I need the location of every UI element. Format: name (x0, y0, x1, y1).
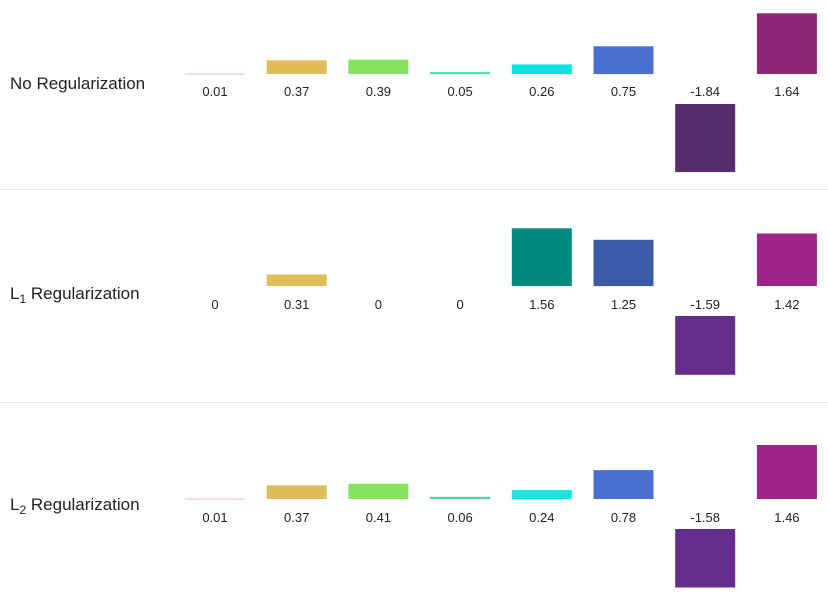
value-label: -1.58 (690, 510, 720, 525)
bar (511, 228, 572, 286)
value-label: 1.42 (774, 297, 799, 312)
value-label: 0.01 (202, 84, 227, 99)
bar (185, 73, 245, 75)
bar (266, 274, 327, 286)
row-label: L1 Regularization (10, 284, 140, 306)
bar (593, 470, 654, 499)
bars-svg: 0.01 0.37 0.39 0.05 0.26 0.75 -1.84 1.64 (185, 13, 817, 173)
value-label: 0.39 (366, 84, 391, 99)
bar (756, 233, 817, 286)
value-label: -1.59 (690, 297, 720, 312)
value-label: 0.24 (529, 510, 554, 525)
value-label: 1.56 (529, 297, 554, 312)
divider (0, 402, 828, 403)
bar (675, 316, 736, 375)
bar (593, 46, 654, 75)
value-label: 0.41 (366, 510, 391, 525)
bar (266, 485, 327, 499)
bar (348, 483, 409, 499)
value-label: 0.06 (447, 510, 472, 525)
bar (430, 72, 491, 75)
value-label: 0 (211, 297, 218, 312)
divider (0, 189, 828, 190)
bar (675, 529, 736, 588)
value-label: 0.75 (611, 84, 636, 99)
value-label: 0.31 (284, 297, 309, 312)
bar (430, 496, 491, 499)
bar (348, 59, 409, 74)
value-label: 1.25 (611, 297, 636, 312)
value-label: 0.05 (447, 84, 472, 99)
value-label: -1.84 (690, 84, 720, 99)
value-label: 1.64 (774, 84, 799, 99)
row-label-main: No Regularization (10, 74, 146, 93)
panel-l1-regularization: L1 Regularization 0 0.31 0 0 1.56 1.25 -1.59 1.… (0, 190, 828, 402)
panel-l2-regularization: L2 Regularization 0.01 0.37 0.41 0.06 0.24 0.… (0, 403, 828, 600)
bar (675, 104, 736, 173)
value-label: 0.37 (284, 84, 309, 99)
value-label: 0.01 (202, 510, 227, 525)
row-label-sub: 2 (19, 503, 27, 517)
bars-svg: 0.01 0.37 0.41 0.06 0.24 0.78 -1.58 1.46 (185, 445, 817, 588)
row-label: No Regularization (10, 74, 145, 96)
value-label: 0 (375, 297, 382, 312)
panel-no-regularization: No Regularization 0.01 0.37 0.39 0.05 0.26 0.… (0, 0, 828, 188)
bar (185, 498, 245, 500)
bar (511, 64, 572, 74)
bar (756, 13, 817, 75)
value-label: 0 (456, 297, 463, 312)
value-label: 0.26 (529, 84, 554, 99)
value-label: 1.46 (774, 510, 799, 525)
value-label: 0.78 (611, 510, 636, 525)
row-label-main: L (10, 284, 20, 303)
bar (511, 490, 572, 499)
bar (266, 60, 327, 74)
value-label: 0.37 (284, 510, 309, 525)
row-label-suffix: Regularization (26, 495, 140, 514)
bar (756, 445, 817, 499)
bar (593, 239, 654, 287)
row-label: L2 Regularization (10, 495, 140, 517)
row-label-sub: 1 (19, 292, 27, 306)
bars-svg: 0 0.31 0 0 1.56 1.25 -1.59 1.42 (211, 228, 817, 375)
row-label-main: L (10, 495, 20, 514)
row-label-suffix: Regularization (26, 284, 140, 303)
